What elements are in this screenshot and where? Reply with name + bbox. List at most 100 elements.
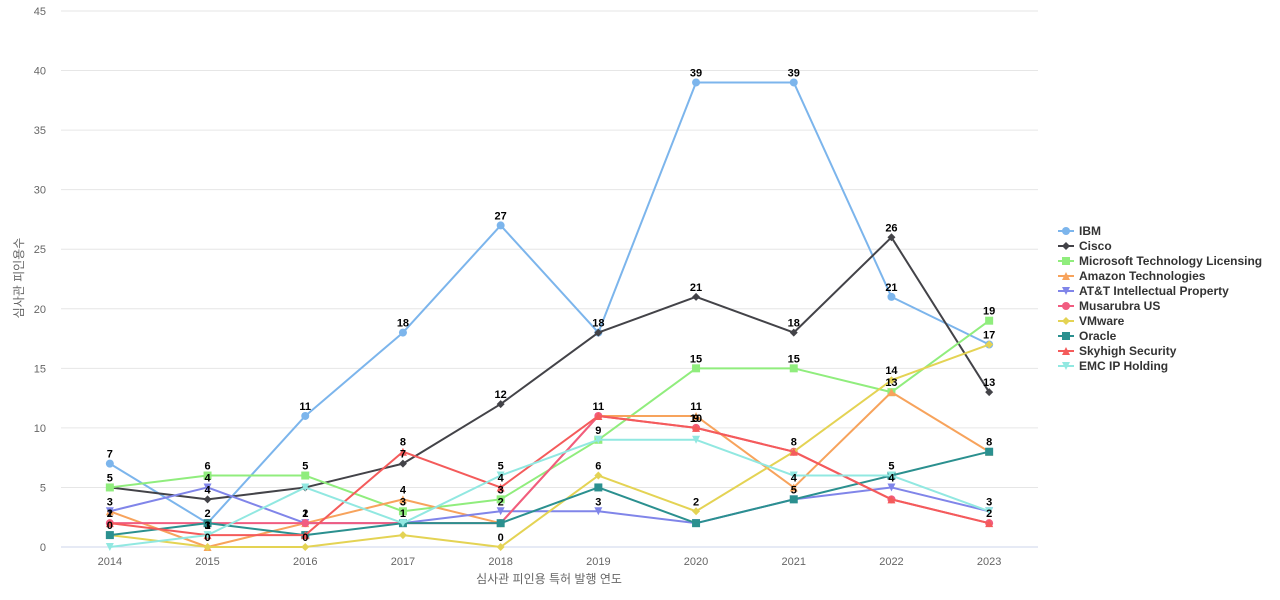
data-point — [692, 364, 701, 373]
x-tick-label: 2020 — [684, 556, 708, 568]
series-vmware — [105, 340, 994, 551]
data-label: 15 — [690, 353, 702, 365]
legend-item[interactable]: VMware — [1058, 314, 1125, 328]
x-tick-label: 2019 — [586, 556, 610, 568]
data-label: 27 — [495, 210, 507, 222]
data-label: 26 — [885, 222, 897, 234]
x-tick-label: 2017 — [391, 556, 415, 568]
data-label: 1 — [302, 508, 308, 520]
legend-marker — [1062, 257, 1070, 265]
x-tick-label: 2015 — [195, 556, 219, 568]
legend-label: Oracle — [1079, 329, 1117, 343]
data-point — [985, 388, 994, 397]
data-point — [789, 364, 798, 373]
data-label: 6 — [204, 461, 210, 473]
series-line — [109, 450, 990, 537]
data-label: 12 — [495, 389, 507, 401]
data-label: 1 — [400, 508, 406, 520]
series-emc-ip-holding — [105, 435, 994, 551]
legend-marker — [1062, 242, 1070, 250]
data-point — [398, 519, 407, 528]
data-point — [203, 543, 212, 551]
data-point — [496, 507, 505, 516]
data-point — [301, 471, 310, 480]
data-point — [496, 495, 505, 504]
data-point — [203, 531, 212, 540]
legend-label: Cisco — [1079, 239, 1112, 253]
legend-label: Musarubra US — [1079, 299, 1160, 313]
data-label: 1 — [107, 508, 113, 520]
data-point — [105, 519, 114, 528]
data-point — [496, 519, 505, 528]
data-point — [301, 519, 310, 528]
legend-item[interactable]: Oracle — [1058, 329, 1117, 343]
legend-item[interactable]: Musarubra US — [1058, 299, 1160, 313]
legend-item[interactable]: Skyhigh Security — [1058, 344, 1177, 358]
data-label: 4 — [791, 472, 798, 484]
data-point — [398, 328, 407, 337]
legend-item[interactable]: EMC IP Holding — [1058, 359, 1168, 373]
data-point — [887, 495, 896, 504]
data-point — [301, 483, 310, 492]
data-label: 2 — [986, 508, 992, 520]
legend-item[interactable]: Cisco — [1058, 239, 1112, 253]
legend-item[interactable]: Amazon Technologies — [1058, 269, 1206, 283]
y-tick-label: 5 — [40, 482, 46, 494]
data-label: 39 — [788, 67, 800, 79]
data-label: 14 — [885, 365, 898, 377]
legend-label: AT&T Intellectual Property — [1079, 284, 1229, 298]
y-tick-label: 45 — [34, 6, 46, 18]
y-tick-label: 15 — [34, 363, 46, 375]
x-tick-label: 2022 — [879, 556, 903, 568]
data-label: 15 — [788, 353, 800, 365]
y-axis-title: 심사관 피인용수 — [12, 238, 26, 319]
data-point — [203, 495, 212, 504]
x-tick-label: 2021 — [782, 556, 806, 568]
series-microsoft-technology-licensing — [105, 316, 994, 516]
grid-lines — [61, 10, 1038, 488]
data-point — [789, 471, 798, 480]
y-tick-label: 40 — [34, 66, 46, 78]
data-point — [496, 221, 505, 230]
data-point — [985, 316, 994, 325]
x-tick-label: 2018 — [488, 556, 512, 568]
legend-label: Microsoft Technology Licensing — [1079, 254, 1262, 268]
data-point — [887, 471, 896, 480]
series-oracle — [105, 447, 994, 540]
series-line — [109, 414, 990, 525]
data-label: 9 — [693, 413, 699, 425]
data-point — [496, 400, 505, 409]
data-label: 0 — [302, 532, 308, 544]
data-point — [594, 507, 603, 516]
data-point — [398, 507, 407, 516]
series-line — [109, 236, 990, 501]
legend-marker — [1062, 287, 1070, 295]
data-label: 2 — [498, 496, 504, 508]
x-axis-title: 심사관 피인용 특허 발행 연도 — [476, 571, 622, 586]
y-tick-label: 30 — [34, 185, 46, 197]
data-label: 21 — [690, 282, 702, 294]
data-point — [789, 447, 798, 456]
y-tick-label: 0 — [40, 542, 46, 554]
legend-item[interactable]: AT&T Intellectual Property — [1058, 284, 1229, 298]
y-tick-label: 35 — [34, 125, 46, 137]
data-point — [887, 388, 896, 397]
data-point — [985, 519, 994, 528]
data-point — [594, 328, 603, 337]
legend-item[interactable]: Microsoft Technology Licensing — [1058, 254, 1262, 268]
data-label: 3 — [498, 484, 504, 496]
data-label: 9 — [595, 425, 601, 437]
data-label: 11 — [690, 401, 702, 413]
legend-item[interactable]: IBM — [1058, 224, 1101, 238]
data-label: 18 — [397, 318, 409, 330]
legend-marker — [1062, 302, 1070, 310]
data-point — [692, 423, 701, 432]
x-tick-label: 2016 — [293, 556, 317, 568]
data-label: 8 — [986, 437, 992, 449]
data-label: 3 — [595, 496, 601, 508]
legend-marker — [1062, 317, 1070, 325]
data-label: 6 — [595, 461, 601, 473]
